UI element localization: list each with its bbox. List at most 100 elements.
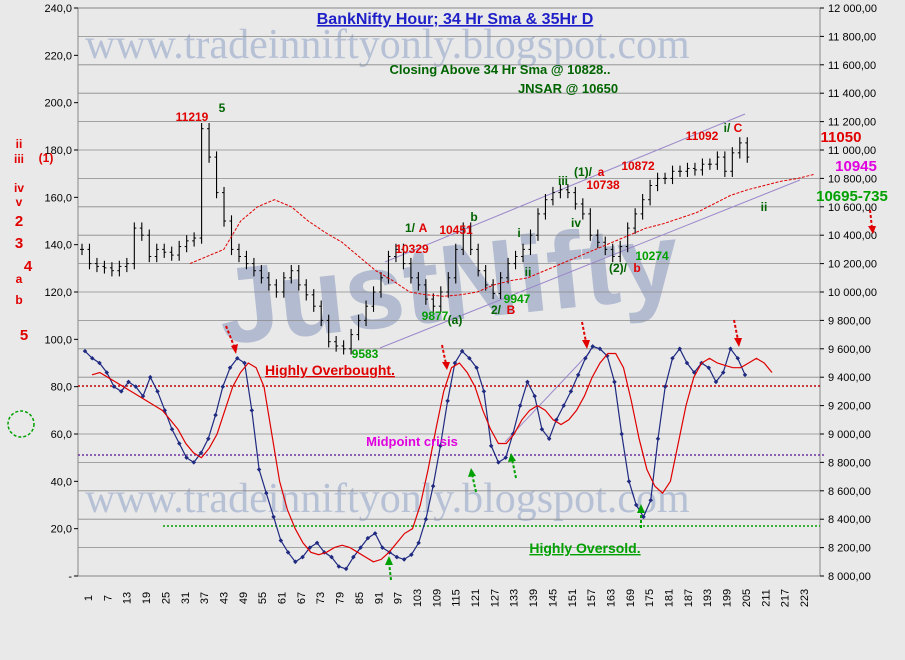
x-tick-label: 43: [218, 592, 230, 604]
annotation-label: 11050: [821, 129, 862, 146]
oscillator-point: [177, 441, 182, 446]
oscillator-point: [488, 443, 494, 449]
annotation-label: iv: [14, 181, 24, 195]
arrow-up-icon: [468, 468, 477, 493]
oscillator-point: [343, 566, 349, 572]
oscillator-point: [184, 455, 189, 460]
x-tick-label: 175: [644, 589, 656, 607]
oscillator-point: [670, 356, 675, 361]
oscillator-point: [111, 384, 117, 389]
annotation-label: 10695-735: [816, 188, 888, 205]
oscillator-point: [82, 348, 88, 354]
oscillator-point: [575, 372, 581, 378]
annotation-label: 5: [219, 101, 226, 115]
x-tick-label: 163: [605, 589, 617, 607]
annotation-label: 9583: [352, 347, 379, 361]
x-tick-label: 109: [431, 589, 443, 607]
x-tick-label: 103: [412, 589, 424, 607]
oscillator-point: [278, 538, 284, 543]
arrow-up-icon: [637, 504, 645, 528]
left-tick-label: 100,0: [44, 334, 72, 346]
oscillator-point: [720, 370, 726, 375]
oscillator-signal-line: [91, 352, 773, 563]
x-tick-label: 169: [625, 589, 637, 607]
left-tick-label: 240,0: [44, 3, 72, 15]
annotation-label: iv: [571, 216, 581, 230]
right-tick-label: 11 000,00: [828, 145, 876, 157]
annotation-label: ii: [16, 137, 23, 151]
right-tick-label: 8 400,00: [828, 514, 871, 526]
annotation-label: (1)/: [574, 165, 593, 179]
annotation-label: (1): [39, 151, 54, 165]
oscillator-point: [401, 557, 407, 562]
oscillator-point: [206, 436, 211, 441]
x-tick-label: 211: [760, 589, 772, 607]
right-tick-label: 11 400,00: [828, 88, 876, 100]
arrow-down-icon: [225, 325, 238, 354]
oscillator-point: [307, 545, 313, 550]
annotation-label: a: [598, 165, 605, 179]
oscillator-point: [728, 346, 733, 352]
oscillator-point: [351, 554, 356, 560]
oscillator-point: [365, 535, 371, 541]
right-tick-label: 10 400,00: [828, 230, 877, 242]
annotation-label: b: [470, 210, 477, 224]
annotation-label: i/: [724, 121, 731, 135]
x-axis-ticks: 1 7 13 19 25 31 37 43 49 55 61 67 73 79 85 91 97 103 109 11…: [83, 589, 811, 607]
x-tick-label: 115: [451, 589, 463, 607]
oscillator-point: [380, 545, 385, 550]
annotation-label: b: [633, 261, 640, 275]
oscillator-point: [459, 348, 465, 354]
annotation-label: i: [517, 226, 520, 240]
oscillator-point: [532, 393, 537, 399]
x-tick-label: 73: [315, 592, 327, 604]
right-tick-label: 10 200,00: [828, 259, 877, 271]
annotation-label: 3: [15, 235, 23, 252]
oscillator-point: [191, 460, 197, 465]
arrow-up-icon: [385, 556, 393, 581]
x-tick-label: 25: [160, 592, 172, 604]
oscillator-trendline: [504, 351, 591, 443]
x-tick-label: 85: [354, 592, 366, 604]
oscillator-point: [423, 516, 429, 522]
x-tick-label: 1: [83, 595, 95, 601]
oscillator-point: [612, 379, 617, 385]
oscillator-point: [314, 540, 320, 546]
annotation-label: 9947: [504, 292, 531, 306]
x-tick-label: 97: [393, 592, 405, 604]
oscillator-point: [126, 379, 131, 385]
right-axis-ticks: 12 000,00 11 800,00 11 600,00 11 400,00 11 2…: [820, 3, 877, 583]
oscillator-point: [496, 460, 501, 465]
oscillator-point: [372, 531, 378, 536]
right-tick-label: 8 600,00: [828, 486, 871, 498]
x-tick-label: 133: [509, 589, 521, 607]
oscillator-point: [467, 356, 472, 361]
oscillator-point: [416, 540, 421, 546]
right-tick-label: 10 600,00: [828, 202, 877, 214]
oscillator-point: [394, 554, 400, 560]
oscillator-point: [169, 427, 175, 432]
right-tick-label: 8 800,00: [828, 457, 871, 469]
arrow-down-icon: [441, 344, 450, 370]
annotation-label: 10451: [439, 223, 473, 237]
right-tick-label: 11 200,00: [828, 117, 876, 129]
x-tick-label: 127: [489, 589, 501, 607]
oscillator-point: [271, 514, 276, 520]
oscillator-point: [568, 389, 574, 394]
oscillator-point: [198, 450, 204, 456]
arrow-down-icon: [868, 209, 876, 234]
oscillator-line: [84, 345, 746, 570]
annotation-label: A: [419, 221, 428, 235]
x-tick-label: 139: [528, 589, 540, 607]
oscillator-point: [242, 360, 247, 366]
oscillator-point: [677, 346, 682, 352]
x-tick-label: 37: [199, 592, 211, 604]
oscillator-point: [583, 356, 588, 361]
oscillator-point: [409, 552, 414, 557]
oscillator-point: [648, 498, 653, 503]
oscillator-point: [474, 365, 479, 370]
annotation-label: Highly Oversold.: [529, 540, 640, 556]
upper-channel-line: [384, 113, 746, 263]
left-tick-label: 200,0: [44, 98, 72, 110]
